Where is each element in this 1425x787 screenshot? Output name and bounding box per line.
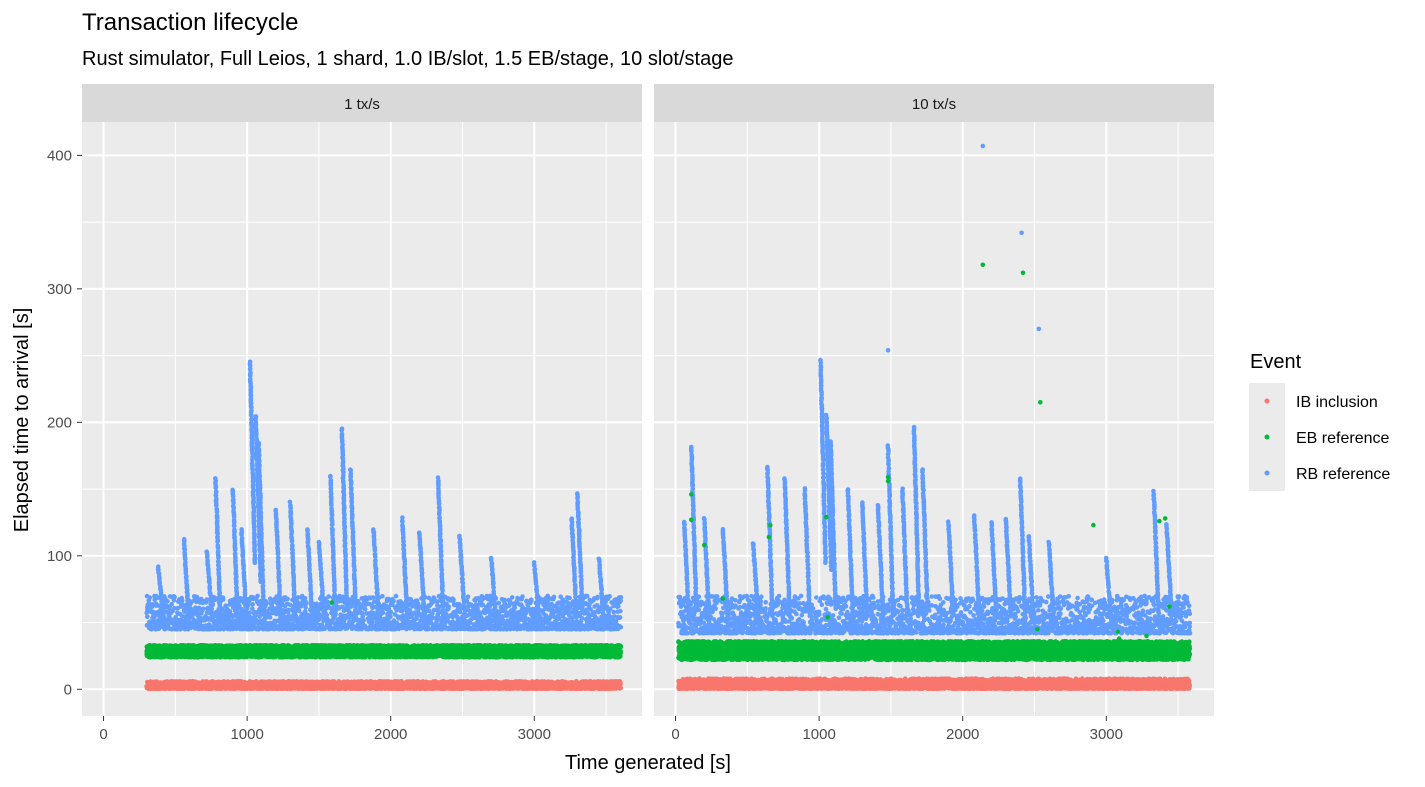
rb-reference-point [333, 612, 338, 618]
rb-reference-point [465, 594, 471, 600]
rb-reference-point [462, 614, 467, 619]
rb-reference-point [285, 596, 290, 602]
rb-reference-point [235, 619, 240, 625]
rb-reference-point [362, 606, 368, 612]
rb-reference-point [601, 620, 606, 625]
rb-reference-point [353, 607, 358, 613]
rb-reference-point [321, 614, 327, 619]
rb-reference-point [209, 612, 215, 618]
rb-reference-point [579, 607, 585, 612]
rb-reference-point [147, 595, 153, 600]
rb-reference-point [303, 605, 308, 610]
rb-reference-point [172, 594, 177, 600]
rb-reference-point [326, 594, 332, 599]
rb-reference-point [302, 596, 308, 601]
data-points [144, 359, 624, 691]
rb-reference-point [616, 603, 621, 609]
rb-reference-point [255, 593, 260, 599]
rb-reference-point [440, 607, 446, 613]
chart-subtitle: Rust simulator, Full Leios, 1 shard, 1.0… [82, 48, 733, 70]
rb-reference-point [509, 595, 515, 600]
rb-reference-point [360, 614, 366, 619]
rb-reference-point [391, 598, 396, 604]
rb-reference-point [223, 603, 228, 608]
rb-reference-point [252, 560, 258, 566]
rb-reference-point [529, 598, 534, 603]
rb-reference-point [618, 624, 624, 630]
rb-reference-point [204, 597, 209, 602]
rb-reference-point [520, 594, 525, 599]
rb-reference-point [314, 601, 320, 607]
rb-reference-point [304, 600, 309, 606]
rb-reference-point [370, 595, 376, 600]
rb-reference-point [292, 613, 298, 619]
rb-reference-point [618, 598, 623, 604]
rb-reference-point [422, 614, 427, 619]
rb-reference-point [380, 593, 385, 599]
rb-reference-point [310, 620, 315, 625]
rb-reference-point [405, 613, 410, 619]
facet-strip-label: 1 tx/s [344, 96, 380, 113]
rb-reference-point [611, 609, 616, 615]
rb-reference-point [584, 593, 590, 599]
rb-reference-point [287, 602, 293, 608]
rb-reference-point [595, 594, 600, 600]
rb-reference-point [493, 620, 499, 626]
rb-reference-point [376, 612, 381, 618]
rb-reference-point [261, 606, 267, 611]
rb-reference-point [227, 617, 232, 622]
rb-reference-point [617, 615, 623, 620]
rb-reference-point [169, 601, 174, 607]
rb-reference-point [361, 618, 366, 623]
rb-reference-point [161, 612, 166, 618]
rb-reference-point [218, 619, 224, 624]
rb-reference-point [179, 595, 184, 601]
rb-reference-point [393, 593, 399, 599]
rb-reference-point [250, 602, 255, 607]
facet-strip [82, 84, 642, 122]
rb-reference-point [380, 610, 386, 616]
rb-reference-point [201, 606, 206, 612]
rb-reference-point [182, 609, 187, 614]
rb-reference-point [289, 539, 295, 544]
rb-reference-point [165, 599, 170, 604]
rb-reference-point [502, 597, 507, 603]
rb-reference-point [567, 595, 572, 601]
rb-reference-point [344, 607, 350, 612]
rb-reference-point [512, 605, 518, 610]
rb-reference-point [244, 614, 249, 619]
rb-reference-point [388, 609, 394, 615]
rb-reference-point [267, 615, 273, 620]
rb-reference-point [446, 604, 452, 609]
rb-reference-point [618, 608, 623, 614]
rb-reference-point [607, 594, 612, 599]
facet-panels: 1 tx/s 10 tx/s [82, 84, 1214, 716]
facet-panel-1: 1 tx/s [82, 84, 642, 716]
rb-reference-point [536, 620, 542, 626]
rb-reference-point [186, 621, 192, 626]
rb-reference-point [594, 616, 599, 621]
rb-reference-point [551, 594, 557, 600]
rb-reference-point [574, 613, 580, 618]
rb-reference-point [172, 605, 177, 611]
rb-reference-point [451, 597, 456, 602]
rb-reference-point [145, 614, 150, 619]
rb-reference-point [220, 597, 226, 602]
chart-title: Transaction lifecycle [82, 9, 299, 36]
rb-reference-point [278, 620, 284, 625]
rb-reference-point [579, 615, 585, 621]
